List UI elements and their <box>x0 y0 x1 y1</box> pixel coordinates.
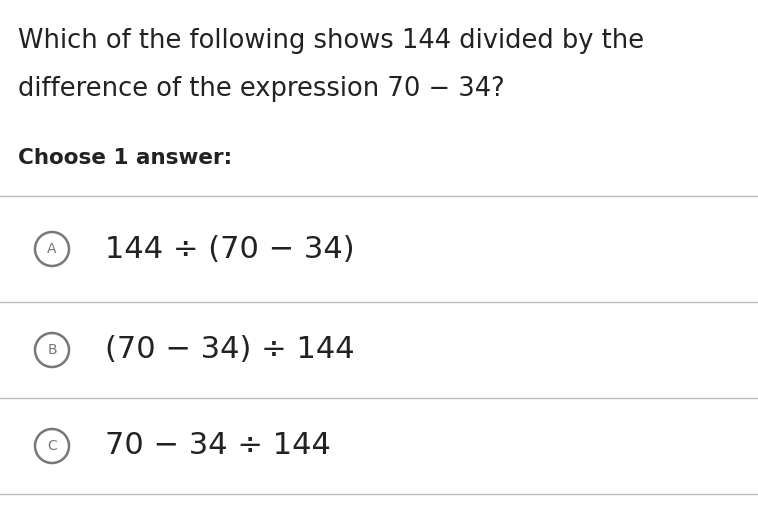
Text: (70 − 34) ÷ 144: (70 − 34) ÷ 144 <box>105 336 355 364</box>
Text: A: A <box>47 242 57 256</box>
Text: B: B <box>47 343 57 357</box>
Text: Choose 1 answer:: Choose 1 answer: <box>18 148 232 168</box>
Text: difference of the expression 70 − 34?: difference of the expression 70 − 34? <box>18 76 505 102</box>
Text: 70 − 34 ÷ 144: 70 − 34 ÷ 144 <box>105 431 331 461</box>
Text: 144 ÷ (70 − 34): 144 ÷ (70 − 34) <box>105 234 355 264</box>
Text: Which of the following shows 144 divided by the: Which of the following shows 144 divided… <box>18 28 644 54</box>
Text: C: C <box>47 439 57 453</box>
